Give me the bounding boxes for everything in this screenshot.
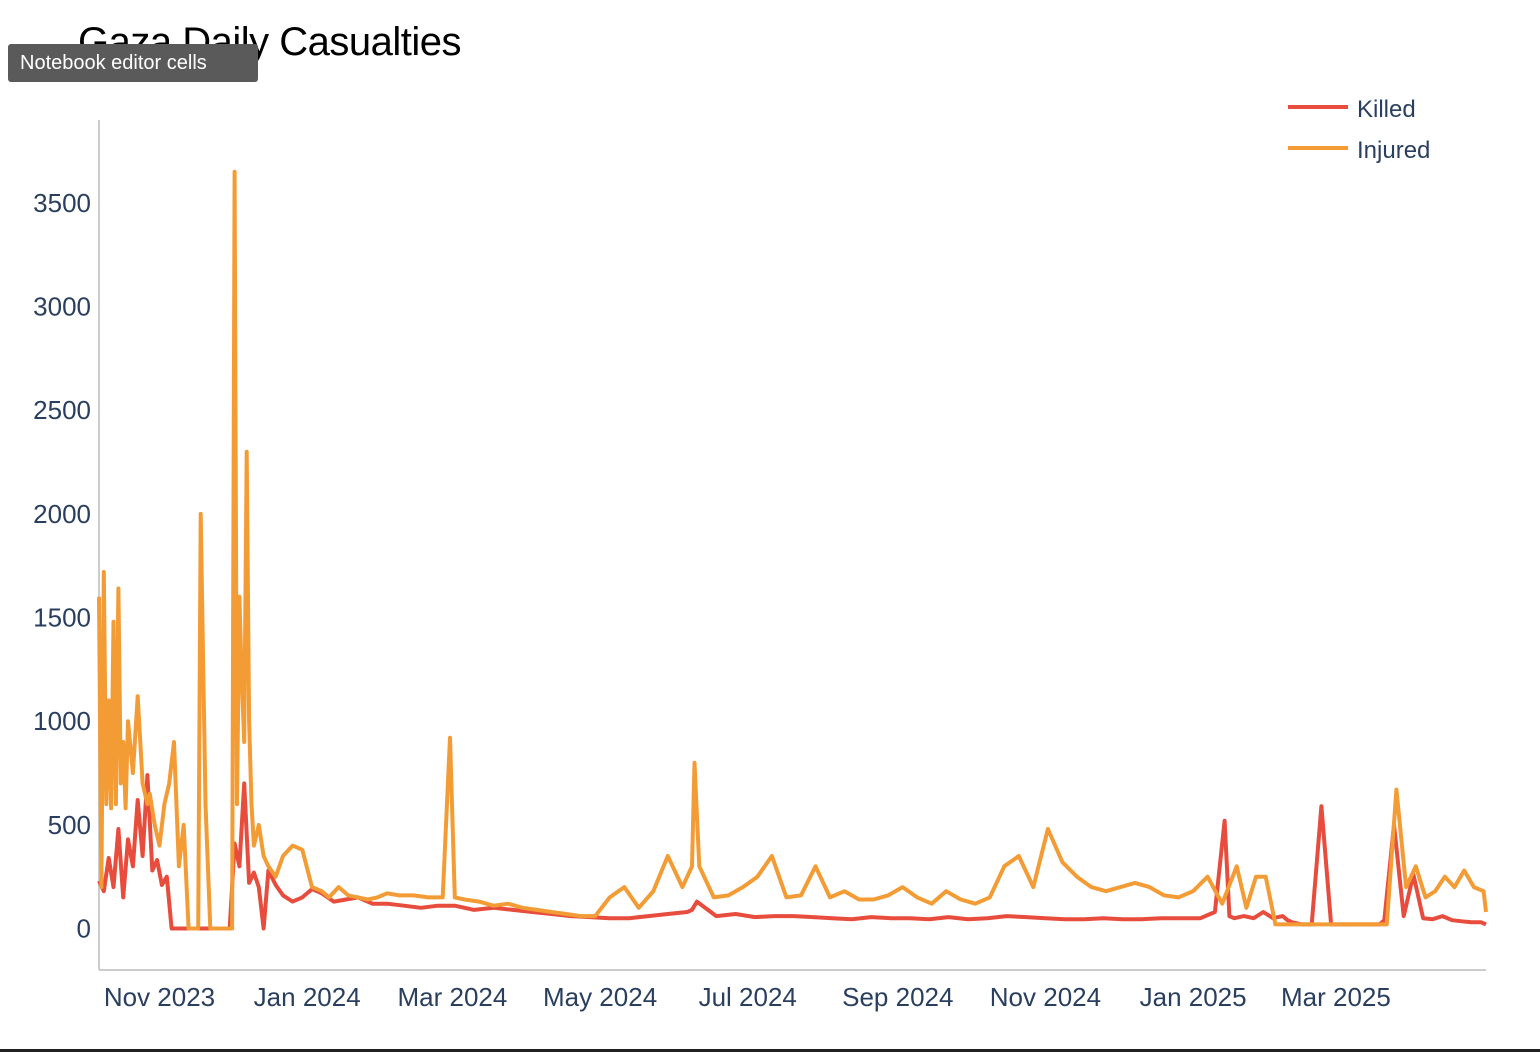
- x-tick-label: Nov 2024: [990, 982, 1101, 1012]
- x-tick-label: Jan 2024: [254, 982, 361, 1012]
- plot-area: [97, 169, 1488, 931]
- y-tick-label: 0: [77, 914, 91, 944]
- legend[interactable]: Killed Injured: [1288, 96, 1430, 164]
- bottom-border: [0, 1049, 1540, 1052]
- x-tick-label: Nov 2023: [104, 982, 215, 1012]
- y-tick-label: 3000: [33, 292, 91, 322]
- y-tick-label: 500: [48, 810, 91, 840]
- x-tick-labels: Nov 2023 Jan 2024 Mar 2024 May 2024 Jul 2024…: [104, 982, 1391, 1012]
- legend-label-killed: Killed: [1357, 96, 1416, 123]
- y-tick-label: 1500: [33, 603, 91, 633]
- y-tick-labels: 0 500 1000 1500 2000 2500 3000 3500: [33, 188, 91, 944]
- x-tick-label: Jan 2025: [1140, 982, 1247, 1012]
- x-tick-label: Sep 2024: [842, 982, 953, 1012]
- x-tick-label: Jul 2024: [699, 982, 797, 1012]
- y-tick-label: 2000: [33, 499, 91, 529]
- x-tick-label: Mar 2024: [397, 982, 507, 1012]
- legend-item-killed[interactable]: Killed: [1288, 96, 1416, 123]
- notebook-editor-cells-tooltip: Notebook editor cells: [8, 44, 258, 82]
- y-tick-label: 1000: [33, 706, 91, 736]
- y-tick-label: 3500: [33, 188, 91, 218]
- x-tick-label: Mar 2025: [1281, 982, 1391, 1012]
- x-tick-label: May 2024: [543, 982, 657, 1012]
- series-line-injured: [97, 169, 1488, 931]
- y-tick-label: 2500: [33, 395, 91, 425]
- series-line-killed: [97, 773, 1487, 931]
- legend-label-injured: Injured: [1357, 137, 1430, 164]
- legend-item-injured[interactable]: Injured: [1288, 137, 1430, 164]
